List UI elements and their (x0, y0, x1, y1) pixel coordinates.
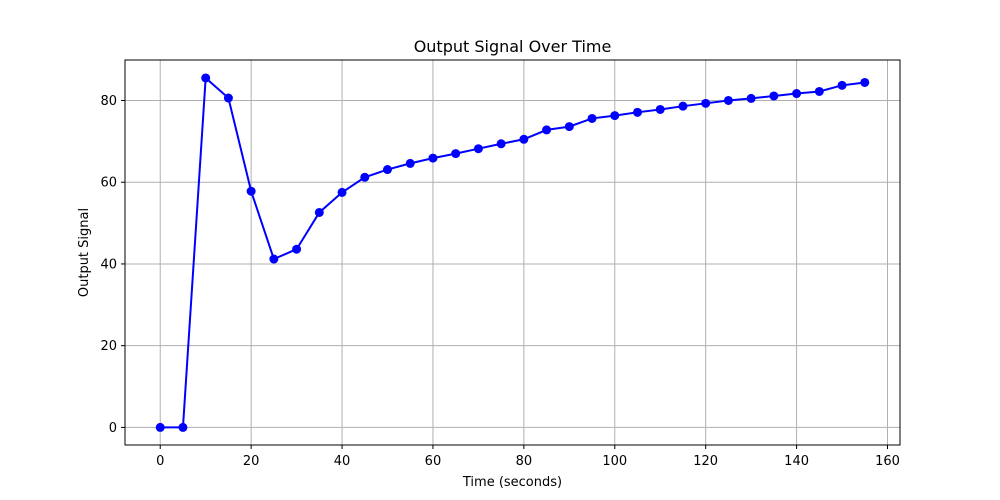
x-tick-label: 0 (156, 454, 164, 469)
x-tick-label: 100 (602, 454, 627, 469)
x-tick-label: 160 (875, 454, 900, 469)
data-point (360, 172, 370, 182)
data-point (519, 134, 529, 144)
x-tick-label: 40 (334, 454, 351, 469)
data-point (473, 144, 483, 154)
data-point (792, 89, 802, 99)
y-tick-label: 80 (100, 94, 117, 109)
data-point (292, 244, 302, 254)
data-point (428, 153, 438, 163)
data-point (155, 422, 165, 432)
x-axis-label: Time (seconds) (462, 475, 562, 490)
data-point (860, 77, 870, 87)
data-point (655, 104, 665, 114)
y-tick-label: 20 (100, 339, 117, 354)
y-axis-label: Output Signal (77, 208, 92, 297)
data-point (746, 93, 756, 103)
data-point (610, 111, 620, 121)
y-tick-label: 0 (109, 421, 117, 436)
data-point (314, 207, 324, 217)
data-point (564, 122, 574, 132)
x-tick-label: 80 (516, 454, 533, 469)
data-point (269, 254, 279, 264)
y-tick-label: 40 (100, 257, 117, 272)
data-point (837, 80, 847, 90)
data-point (178, 422, 188, 432)
data-point (201, 73, 211, 83)
data-point (678, 101, 688, 111)
plot-frame (124, 59, 901, 446)
data-point (814, 86, 824, 96)
data-point (337, 187, 347, 197)
x-tick-label: 140 (784, 454, 809, 469)
chart-title: Output Signal Over Time (414, 37, 612, 56)
tick-layer: 0 20 40 60 80 100 120 140 160 0 20 40 60 80 (100, 94, 899, 469)
data-point (223, 93, 233, 103)
grid-layer (125, 60, 900, 445)
data-point (587, 113, 597, 123)
data-point (451, 149, 461, 159)
data-point (723, 95, 733, 105)
data-point (405, 158, 415, 168)
y-tick-label: 60 (100, 176, 117, 191)
x-tick-label: 20 (243, 454, 260, 469)
data-point (542, 125, 552, 135)
x-tick-label: 120 (693, 454, 718, 469)
series-layer (155, 73, 870, 432)
series-line (160, 75, 865, 429)
x-tick-label: 60 (425, 454, 442, 469)
data-point (633, 107, 642, 117)
data-point (496, 139, 506, 149)
data-point (769, 91, 779, 101)
data-point (383, 165, 392, 175)
data-point (701, 98, 711, 108)
data-point (246, 186, 256, 196)
